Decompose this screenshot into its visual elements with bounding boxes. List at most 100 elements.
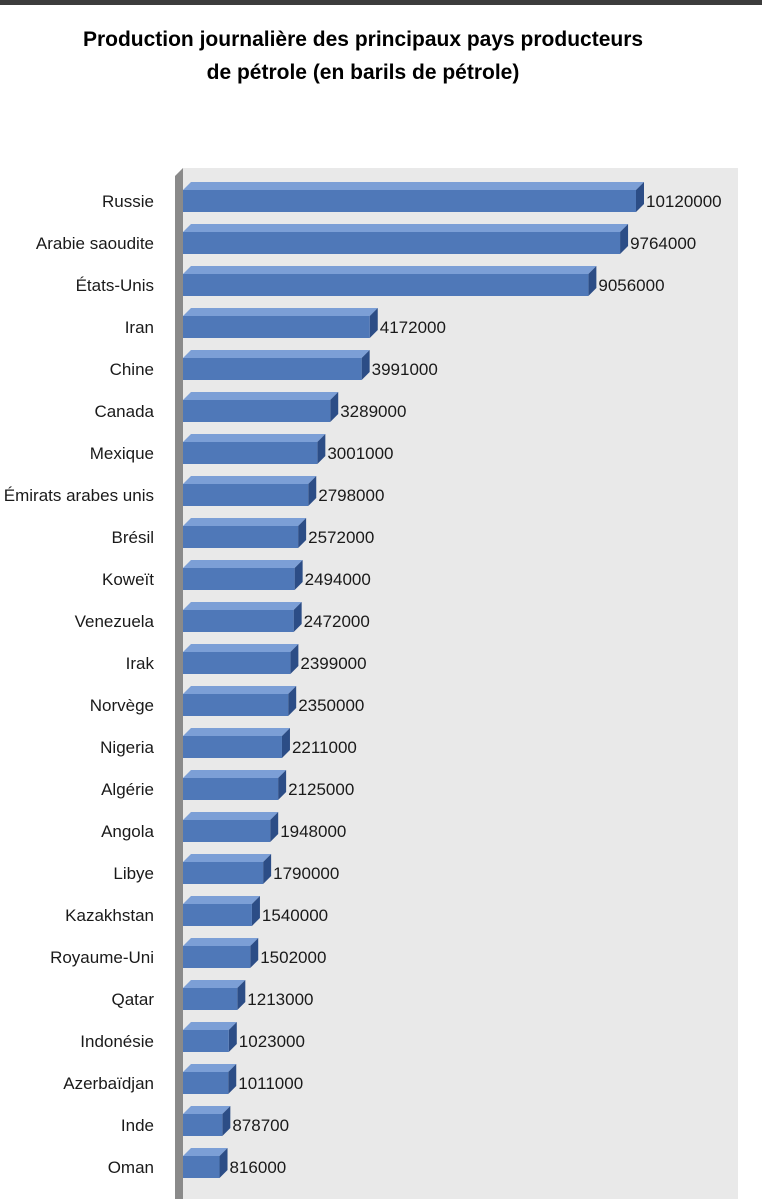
- category-label: Iran: [125, 318, 154, 337]
- bar-top: [183, 476, 317, 484]
- bar-side: [290, 644, 299, 674]
- bar-top: [183, 1148, 228, 1156]
- bar-side: [250, 938, 259, 968]
- bar-top: [183, 896, 260, 904]
- category-label: Mexique: [90, 444, 154, 463]
- data-label: 1213000: [247, 990, 313, 1009]
- category-label: Koweït: [102, 570, 154, 589]
- bar-side: [636, 182, 644, 212]
- bar-top: [183, 560, 303, 568]
- data-label: 4172000: [380, 318, 446, 337]
- category-label: Irak: [126, 654, 155, 673]
- bar: [183, 904, 252, 926]
- bar-side: [219, 1148, 228, 1178]
- data-label: 9056000: [598, 276, 664, 295]
- bar-top: [183, 1106, 231, 1114]
- bar-side: [270, 812, 279, 842]
- data-label: 2125000: [288, 780, 354, 799]
- bar-side: [308, 476, 317, 506]
- data-label: 2350000: [298, 696, 364, 715]
- category-label: Canada: [94, 402, 154, 421]
- axis-wall: [175, 168, 183, 1199]
- bar: [183, 526, 299, 548]
- category-label: Inde: [121, 1116, 154, 1135]
- bar-top: [183, 644, 299, 652]
- bar-side: [228, 1022, 237, 1052]
- category-label: Brésil: [111, 528, 154, 547]
- category-label: Kazakhstan: [65, 906, 154, 925]
- category-label: Oman: [108, 1158, 154, 1177]
- data-label: 2399000: [300, 654, 366, 673]
- bar-side: [222, 1106, 231, 1136]
- bar: [183, 274, 589, 296]
- bar: [183, 316, 370, 338]
- bar-top: [183, 686, 297, 694]
- bar-top: [183, 1064, 237, 1072]
- bar-top: [183, 434, 326, 442]
- bar-side: [369, 308, 378, 338]
- data-label: 1790000: [273, 864, 339, 883]
- data-label: 1502000: [260, 948, 326, 967]
- chart-title-line-2: de pétrole (en barils de pétrole): [206, 61, 520, 84]
- bar: [183, 568, 295, 590]
- bar-side: [330, 392, 339, 422]
- bar: [183, 1156, 220, 1178]
- bar-side: [228, 1064, 237, 1094]
- data-label: 9764000: [630, 234, 696, 253]
- bar: [183, 1072, 229, 1094]
- data-label: 2472000: [304, 612, 370, 631]
- bar-top: [183, 980, 246, 988]
- bar: [183, 988, 238, 1010]
- bar: [183, 400, 331, 422]
- top-border: [0, 0, 762, 5]
- bar: [183, 778, 279, 800]
- bar-side: [278, 770, 287, 800]
- bar-top: [183, 182, 644, 190]
- bar: [183, 484, 309, 506]
- bar-top: [183, 812, 279, 820]
- bar: [183, 820, 271, 842]
- bar-side: [298, 518, 307, 548]
- category-label: Libye: [113, 864, 154, 883]
- bar-top: [183, 602, 302, 610]
- bar-side: [317, 434, 326, 464]
- category-label: Indonésie: [80, 1032, 154, 1051]
- category-label: États-Unis: [76, 276, 154, 295]
- category-label: Royaume-Uni: [50, 948, 154, 967]
- bar-top: [183, 308, 378, 316]
- plot-area: [183, 168, 738, 1199]
- bar-side: [293, 602, 302, 632]
- data-label: 2494000: [305, 570, 371, 589]
- bar: [183, 946, 251, 968]
- category-label: Chine: [110, 360, 154, 379]
- bar-side: [281, 728, 290, 758]
- bar-top: [183, 224, 629, 232]
- bar: [183, 652, 291, 674]
- data-label: 1023000: [239, 1032, 305, 1051]
- bar: [183, 862, 264, 884]
- data-label: 1540000: [262, 906, 328, 925]
- bar: [183, 232, 621, 254]
- bar-top: [183, 854, 272, 862]
- category-label: Émirats arabes unis: [4, 486, 154, 505]
- category-label: Russie: [102, 192, 154, 211]
- data-label: 816000: [230, 1158, 287, 1177]
- bar: [183, 190, 636, 212]
- bar-top: [183, 1022, 237, 1030]
- category-label: Azerbaïdjan: [63, 1074, 154, 1093]
- data-label: 878700: [232, 1116, 289, 1135]
- bar-side: [237, 980, 246, 1010]
- bar-side: [294, 560, 303, 590]
- bar-side: [620, 224, 629, 254]
- bar-top: [183, 770, 287, 778]
- bar: [183, 358, 362, 380]
- bar-top: [183, 728, 290, 736]
- category-label: Nigeria: [100, 738, 154, 757]
- data-label: 2798000: [318, 486, 384, 505]
- category-label: Algérie: [101, 780, 154, 799]
- bar-side: [263, 854, 272, 884]
- category-label: Norvège: [90, 696, 154, 715]
- bar-side: [251, 896, 260, 926]
- category-label: Angola: [101, 822, 154, 841]
